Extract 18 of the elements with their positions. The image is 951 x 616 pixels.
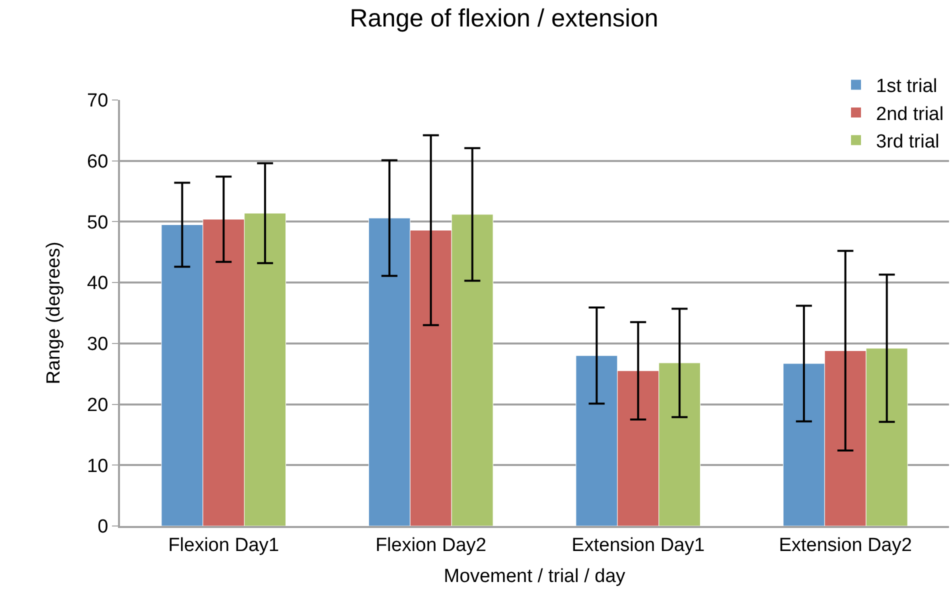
legend-label: 3rd trial	[876, 132, 940, 153]
y-tick-label: 70	[87, 90, 108, 112]
x-tick-label: Extension Day2	[778, 534, 912, 556]
y-axis-title: Range (degrees)	[43, 242, 64, 384]
x-tick-label: Flexion Day1	[168, 534, 280, 556]
y-tick-label: 20	[87, 394, 108, 416]
x-tick-label: Extension Day1	[572, 534, 705, 556]
y-tick-label: 50	[87, 212, 108, 234]
y-tick-label: 0	[98, 516, 108, 538]
y-tick-label: 30	[87, 334, 108, 356]
legend-label: 1st trial	[876, 76, 938, 98]
chart-title: Range of flexion / extension	[350, 4, 658, 33]
x-tick-label: Flexion Day2	[375, 534, 486, 556]
legend-label: 2nd trial	[876, 104, 944, 125]
x-axis-title: Movement / trial / day	[444, 566, 626, 588]
y-tick-label: 40	[87, 273, 108, 294]
y-tick-label: 60	[87, 152, 108, 173]
y-tick-label: 10	[87, 456, 108, 477]
